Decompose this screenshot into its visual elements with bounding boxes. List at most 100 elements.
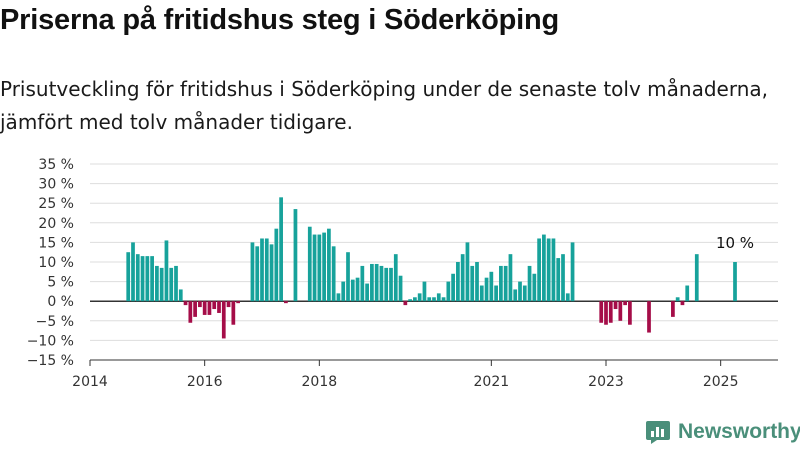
bar	[255, 246, 260, 302]
x-tick-label: 2023	[588, 374, 624, 390]
bar	[465, 242, 470, 302]
bar	[250, 242, 255, 302]
y-tick-label: 30 %	[38, 177, 74, 193]
bar	[226, 301, 231, 308]
bar	[327, 228, 331, 302]
x-tick-label: 2018	[302, 374, 338, 390]
bar	[403, 301, 408, 306]
bar	[183, 301, 188, 306]
value-annotation: 10 %	[716, 234, 754, 252]
bar	[126, 252, 131, 302]
bar	[350, 279, 355, 302]
y-tick-label: 20 %	[38, 216, 74, 232]
bar	[279, 197, 283, 302]
bar	[150, 256, 154, 302]
bar	[489, 271, 494, 302]
bar	[159, 267, 164, 302]
bar	[317, 234, 322, 302]
tick-labels: 35 % 30 % 25 % 20 % 15 % 10 % 5 % 0 % −5 % −10 % −…	[27, 157, 739, 390]
bar	[508, 254, 513, 302]
bar	[131, 242, 135, 302]
bar	[135, 254, 140, 302]
y-tick-label: −15 %	[27, 353, 74, 369]
x-tick-label: 2016	[187, 374, 223, 390]
bar	[322, 232, 326, 302]
bar	[628, 301, 632, 325]
bar	[413, 297, 417, 302]
bar	[274, 228, 279, 302]
bar	[494, 285, 498, 302]
x-tick-label: 2025	[703, 374, 739, 390]
bar	[647, 301, 651, 333]
gridlines	[90, 163, 778, 361]
bar	[422, 281, 427, 302]
bar	[604, 301, 608, 325]
bar	[341, 281, 346, 302]
bar	[188, 301, 193, 323]
bar	[207, 301, 212, 315]
bar	[527, 265, 532, 302]
bar	[365, 283, 369, 302]
bar	[307, 226, 312, 302]
x-tick-label: 2014	[72, 374, 108, 390]
bar	[379, 265, 384, 302]
bar	[198, 301, 202, 308]
bar	[221, 301, 226, 339]
bar	[518, 281, 522, 302]
bar	[613, 301, 618, 310]
bar	[408, 299, 412, 302]
bar	[599, 301, 604, 323]
bar	[479, 285, 484, 302]
bar	[675, 297, 680, 302]
bar	[346, 252, 350, 302]
bar	[284, 301, 288, 304]
bar	[446, 281, 451, 302]
bar	[155, 265, 159, 302]
axes	[89, 359, 778, 366]
y-tick-label: 15 %	[38, 235, 74, 251]
bar	[264, 238, 269, 302]
bar	[231, 301, 236, 325]
bar	[293, 209, 298, 302]
bar	[370, 263, 374, 302]
bar	[202, 301, 207, 315]
bar	[551, 238, 556, 302]
bar	[217, 301, 221, 313]
newsworthy-logo-icon	[646, 421, 670, 444]
bar	[436, 293, 441, 302]
bar	[537, 238, 541, 302]
bar	[484, 277, 489, 302]
y-tick-label: −5 %	[36, 314, 74, 330]
bar	[441, 297, 446, 302]
bar	[398, 275, 403, 302]
bar	[336, 293, 341, 302]
annotations: 10 %	[716, 234, 754, 252]
bar	[451, 273, 455, 302]
bar	[513, 289, 518, 302]
bar	[393, 254, 398, 302]
bar	[460, 254, 465, 302]
brand-logo: Newsworthy	[645, 418, 800, 446]
bar	[427, 297, 432, 302]
bar	[417, 293, 422, 302]
chart-subtitle: Prisutveckling för fritidshus i Söderköp…	[0, 77, 768, 134]
bar-chart: 35 % 30 % 25 % 20 % 15 % 10 % 5 % 0 % −5 % −10 % −…	[27, 157, 778, 390]
bar	[556, 258, 561, 302]
bar	[169, 267, 174, 302]
y-tick-label: 25 %	[38, 196, 74, 212]
x-tick-label: 2021	[474, 374, 510, 390]
bar	[145, 256, 150, 302]
bar	[546, 238, 551, 302]
bar	[355, 277, 360, 302]
bar	[456, 262, 460, 302]
bar	[618, 301, 623, 321]
brand-name: Newsworthy	[678, 420, 800, 443]
bar	[432, 297, 436, 302]
bar	[671, 301, 675, 317]
bar	[212, 301, 217, 310]
bar	[193, 301, 197, 317]
bar	[374, 263, 379, 302]
bar	[260, 238, 264, 302]
y-tick-label: −10 %	[27, 333, 74, 349]
bar	[499, 265, 503, 302]
